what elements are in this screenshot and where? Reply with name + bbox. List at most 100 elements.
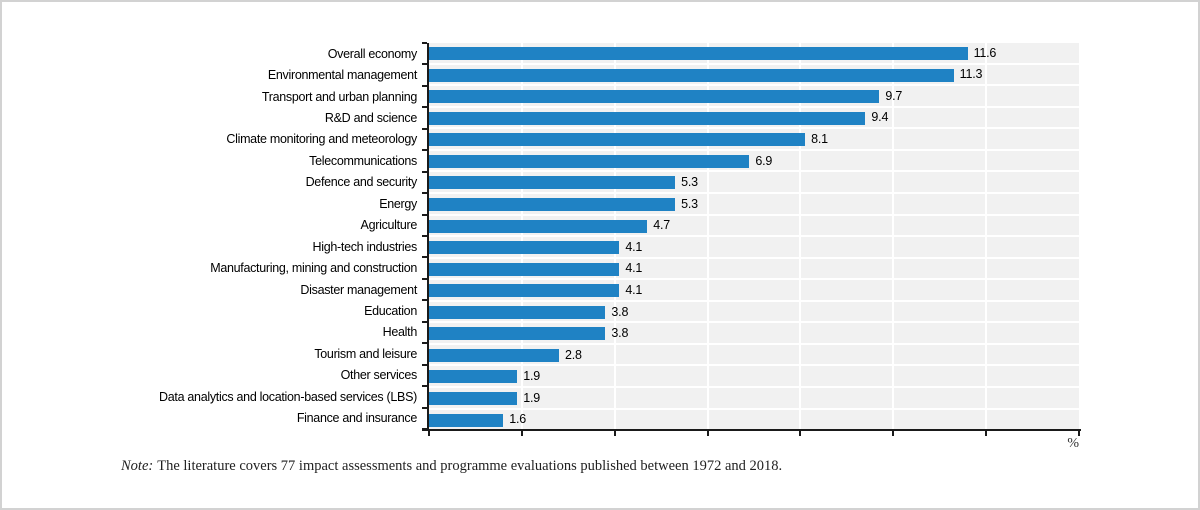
y-tick <box>422 320 427 323</box>
y-tick <box>422 299 427 302</box>
y-axis-ticks <box>422 42 427 430</box>
bar <box>429 197 676 211</box>
category-label: Energy <box>379 196 417 211</box>
bar <box>429 111 866 125</box>
bar <box>429 133 806 147</box>
value-label: 11.6 <box>973 45 997 60</box>
bar <box>429 327 606 341</box>
bar <box>429 154 750 168</box>
bar <box>429 219 648 233</box>
value-label: 3.8 <box>611 326 629 341</box>
value-label: 11.3 <box>959 67 983 82</box>
axis-unit-label: % <box>1067 436 1079 451</box>
y-tick <box>422 149 427 152</box>
value-label: 1.9 <box>523 390 540 405</box>
value-label: 1.9 <box>523 369 540 384</box>
x-tick <box>799 431 802 436</box>
y-tick <box>422 363 427 366</box>
category-label: High-tech industries <box>312 239 418 254</box>
value-label: 9.4 <box>871 110 889 125</box>
category-label: R&D and science <box>324 111 417 126</box>
chart-row: 11.3 <box>429 64 1079 87</box>
category-label: Agriculture <box>360 218 418 233</box>
y-tick <box>422 342 427 345</box>
category-label: Environmental management <box>267 68 417 83</box>
value-label: 5.3 <box>681 196 698 211</box>
chart-row: 11.6 <box>429 43 1079 65</box>
x-axis-line <box>422 429 1081 431</box>
bar <box>429 241 620 255</box>
y-tick <box>422 385 427 388</box>
chart-row: 1.9 <box>429 388 1079 410</box>
chart-row: 1.9 <box>429 366 1079 388</box>
y-tick <box>422 277 427 280</box>
footnote-text: The literature covers 77 impact assessme… <box>157 458 783 474</box>
y-tick <box>422 170 427 173</box>
y-tick <box>422 106 427 109</box>
y-axis-line <box>427 43 429 429</box>
category-label: Telecommunications <box>309 153 417 168</box>
x-tick <box>428 431 430 436</box>
category-labels: Overall economy Environmental management… <box>2 43 417 429</box>
value-label: 6.9 <box>755 153 773 168</box>
y-tick <box>422 84 427 87</box>
chart-row: 8.1 <box>429 129 1079 151</box>
category-label: Tourism and leisure <box>314 346 417 361</box>
y-tick <box>422 213 427 216</box>
chart-row: 5.3 <box>429 193 1079 216</box>
value-label: 8.1 <box>811 132 828 147</box>
chart-row: 4.1 <box>429 280 1079 302</box>
y-tick <box>422 63 427 66</box>
value-label: 4.1 <box>625 239 643 254</box>
category-label: Disaster management <box>300 282 417 297</box>
category-label: Other services <box>340 368 418 383</box>
bar <box>429 348 559 362</box>
bar <box>429 305 606 319</box>
chart-row: 4.7 <box>429 215 1079 238</box>
chart-row: 9.7 <box>429 86 1079 108</box>
value-label: 2.8 <box>565 347 582 362</box>
x-tick <box>706 431 709 436</box>
value-label: 4.1 <box>625 282 643 297</box>
y-tick <box>422 428 427 430</box>
x-tick <box>985 431 988 436</box>
bar <box>429 68 954 82</box>
plot-area: 11.6 11.3 9.7 9.4 8.1 6.9 5.3 5.3 4.7 4.… <box>422 42 1081 436</box>
bar <box>429 176 676 190</box>
bar <box>429 47 968 60</box>
value-label: 9.7 <box>885 88 903 103</box>
bar-rows: 11.6 11.3 9.7 9.4 8.1 6.9 5.3 5.3 4.7 4.… <box>429 43 1079 430</box>
chart-row: 5.3 <box>429 172 1079 194</box>
category-label: Finance and insurance <box>296 411 417 426</box>
bar <box>429 262 620 276</box>
y-tick <box>422 256 427 259</box>
x-tick <box>1078 431 1080 436</box>
chart-row: 2.8 <box>429 344 1079 367</box>
category-label: Transport and urban planning <box>261 89 417 104</box>
footnote-prefix: Note: <box>121 458 154 474</box>
x-tick <box>520 431 523 436</box>
value-label: 4.7 <box>653 218 670 233</box>
bar <box>429 284 620 298</box>
y-tick <box>422 235 427 237</box>
chart-row: 3.8 <box>429 301 1079 324</box>
value-label: 3.8 <box>611 304 629 319</box>
chart-row: 9.4 <box>429 107 1079 130</box>
bar <box>429 90 880 104</box>
x-axis-ticks <box>428 431 1080 436</box>
category-label: Overall economy <box>327 46 418 61</box>
chart-row: 6.9 <box>429 150 1079 173</box>
y-tick <box>422 42 427 44</box>
chart-row: 4.1 <box>429 258 1079 281</box>
x-tick <box>892 431 895 436</box>
bar <box>429 370 518 384</box>
chart-row: 3.8 <box>429 323 1079 345</box>
y-tick <box>422 406 427 409</box>
bar <box>429 413 504 427</box>
chart-row: 4.1 <box>429 237 1079 259</box>
category-label: Data analytics and location-based servic… <box>159 389 417 404</box>
x-tick <box>613 431 616 436</box>
bar <box>429 392 518 405</box>
category-label: Health <box>382 325 418 340</box>
